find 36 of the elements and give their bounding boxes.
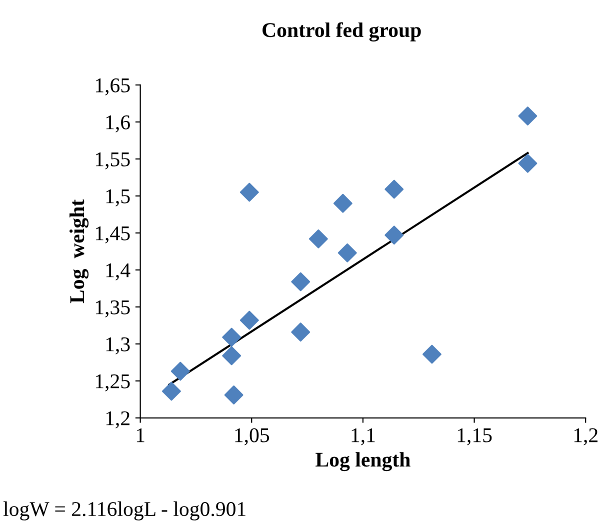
point [338, 243, 357, 262]
y-tick-label: 1,25 [96, 374, 130, 392]
point [518, 154, 538, 173]
y-axis-title: Log weight [70, 199, 89, 304]
x-tick-label: 1 [136, 428, 144, 442]
y-tick-label: 1,5 [106, 189, 130, 206]
point [240, 182, 259, 202]
y-tick-label: 1,65 [96, 78, 130, 96]
point [291, 272, 310, 292]
x-tick-label: 1,2 [574, 428, 598, 446]
y-tick-label: 1,6 [106, 115, 130, 132]
y-tick-label: 1,45 [96, 226, 130, 244]
point [333, 194, 352, 213]
y-tick-label: 1,3 [106, 337, 130, 354]
y-tick-label: 1,55 [96, 152, 130, 170]
point [170, 362, 190, 381]
x-tick-label: 1,1 [352, 428, 375, 446]
point [162, 382, 181, 401]
point [240, 310, 259, 330]
x-axis-title: Log length [316, 452, 410, 472]
point [518, 106, 538, 126]
point [222, 328, 242, 347]
point [308, 229, 328, 248]
point [291, 322, 310, 342]
point [384, 180, 404, 199]
point [422, 344, 442, 364]
y-tick-label: 1,2 [106, 411, 130, 428]
y-tick-label: 1,4 [106, 263, 130, 280]
chart-title: Control fed group [262, 22, 421, 42]
x-tick-label: 1,05 [235, 428, 270, 446]
point [222, 346, 242, 366]
point [224, 385, 244, 404]
x-tick-label: 1,15 [458, 428, 492, 446]
text: logW = 2.116logL - log0.901 [3, 501, 246, 520]
point [384, 226, 404, 245]
y-tick-label: 1,35 [96, 300, 130, 318]
